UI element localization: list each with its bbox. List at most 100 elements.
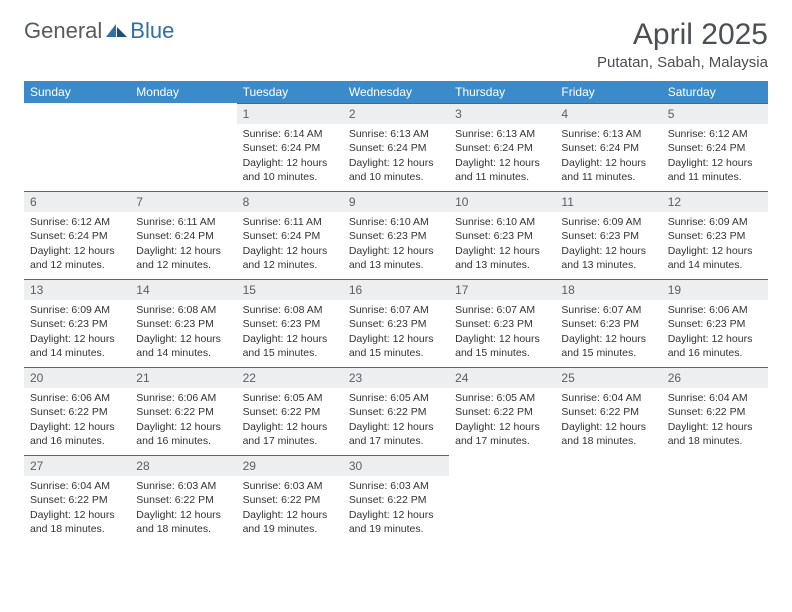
day-body: Sunrise: 6:13 AMSunset: 6:24 PMDaylight:… — [343, 124, 449, 190]
calendar-cell: 14Sunrise: 6:08 AMSunset: 6:23 PMDayligh… — [130, 279, 236, 367]
daylight-line: Daylight: 12 hours and 13 minutes. — [561, 244, 655, 272]
daylight-line: Daylight: 12 hours and 16 minutes. — [30, 420, 124, 448]
weekday-header: Thursday — [449, 81, 555, 103]
day-body: Sunrise: 6:08 AMSunset: 6:23 PMDaylight:… — [237, 300, 343, 366]
calendar-cell: 4Sunrise: 6:13 AMSunset: 6:24 PMDaylight… — [555, 103, 661, 191]
header: General Blue April 2025 Putatan, Sabah, … — [24, 18, 768, 71]
calendar-cell: 30Sunrise: 6:03 AMSunset: 6:22 PMDayligh… — [343, 455, 449, 543]
day-number: 19 — [662, 279, 768, 300]
day-number: 20 — [24, 367, 130, 388]
sunrise-line: Sunrise: 6:05 AM — [349, 391, 443, 405]
sunset-line: Sunset: 6:22 PM — [30, 493, 124, 507]
weekday-header: Saturday — [662, 81, 768, 103]
day-number: 24 — [449, 367, 555, 388]
day-body: Sunrise: 6:09 AMSunset: 6:23 PMDaylight:… — [24, 300, 130, 366]
sunset-line: Sunset: 6:24 PM — [349, 141, 443, 155]
day-number: 26 — [662, 367, 768, 388]
day-body: Sunrise: 6:14 AMSunset: 6:24 PMDaylight:… — [237, 124, 343, 190]
day-body: Sunrise: 6:11 AMSunset: 6:24 PMDaylight:… — [237, 212, 343, 278]
day-body: Sunrise: 6:06 AMSunset: 6:22 PMDaylight:… — [24, 388, 130, 454]
daylight-line: Daylight: 12 hours and 16 minutes. — [136, 420, 230, 448]
weekday-header: Sunday — [24, 81, 130, 103]
day-body: Sunrise: 6:07 AMSunset: 6:23 PMDaylight:… — [343, 300, 449, 366]
daylight-line: Daylight: 12 hours and 12 minutes. — [136, 244, 230, 272]
daylight-line: Daylight: 12 hours and 15 minutes. — [349, 332, 443, 360]
title-block: April 2025 Putatan, Sabah, Malaysia — [597, 18, 768, 71]
sunrise-line: Sunrise: 6:13 AM — [349, 127, 443, 141]
day-body: Sunrise: 6:05 AMSunset: 6:22 PMDaylight:… — [449, 388, 555, 454]
sunrise-line: Sunrise: 6:08 AM — [243, 303, 337, 317]
sunset-line: Sunset: 6:23 PM — [455, 317, 549, 331]
weekday-header: Friday — [555, 81, 661, 103]
day-body: Sunrise: 6:13 AMSunset: 6:24 PMDaylight:… — [555, 124, 661, 190]
day-number: 16 — [343, 279, 449, 300]
day-body: Sunrise: 6:11 AMSunset: 6:24 PMDaylight:… — [130, 212, 236, 278]
sunrise-line: Sunrise: 6:06 AM — [668, 303, 762, 317]
sunset-line: Sunset: 6:22 PM — [136, 405, 230, 419]
sunset-line: Sunset: 6:24 PM — [668, 141, 762, 155]
calendar-row: 27Sunrise: 6:04 AMSunset: 6:22 PMDayligh… — [24, 455, 768, 543]
day-number: 3 — [449, 103, 555, 124]
day-body: Sunrise: 6:07 AMSunset: 6:23 PMDaylight:… — [449, 300, 555, 366]
calendar-cell: 17Sunrise: 6:07 AMSunset: 6:23 PMDayligh… — [449, 279, 555, 367]
calendar-cell: 7Sunrise: 6:11 AMSunset: 6:24 PMDaylight… — [130, 191, 236, 279]
day-number: 22 — [237, 367, 343, 388]
sunset-line: Sunset: 6:24 PM — [561, 141, 655, 155]
daylight-line: Daylight: 12 hours and 11 minutes. — [455, 156, 549, 184]
sunset-line: Sunset: 6:22 PM — [243, 405, 337, 419]
sunrise-line: Sunrise: 6:07 AM — [561, 303, 655, 317]
sunset-line: Sunset: 6:24 PM — [455, 141, 549, 155]
calendar-cell: 28Sunrise: 6:03 AMSunset: 6:22 PMDayligh… — [130, 455, 236, 543]
calendar-cell: 13Sunrise: 6:09 AMSunset: 6:23 PMDayligh… — [24, 279, 130, 367]
sunset-line: Sunset: 6:23 PM — [668, 317, 762, 331]
sunrise-line: Sunrise: 6:06 AM — [136, 391, 230, 405]
calendar-cell: 27Sunrise: 6:04 AMSunset: 6:22 PMDayligh… — [24, 455, 130, 543]
sunset-line: Sunset: 6:23 PM — [243, 317, 337, 331]
day-number: 17 — [449, 279, 555, 300]
day-body: Sunrise: 6:07 AMSunset: 6:23 PMDaylight:… — [555, 300, 661, 366]
calendar-cell: 22Sunrise: 6:05 AMSunset: 6:22 PMDayligh… — [237, 367, 343, 455]
daylight-line: Daylight: 12 hours and 15 minutes. — [455, 332, 549, 360]
day-number: 14 — [130, 279, 236, 300]
calendar-cell: 8Sunrise: 6:11 AMSunset: 6:24 PMDaylight… — [237, 191, 343, 279]
day-number: 10 — [449, 191, 555, 212]
day-body: Sunrise: 6:03 AMSunset: 6:22 PMDaylight:… — [130, 476, 236, 542]
calendar-cell — [555, 455, 661, 543]
day-number: 8 — [237, 191, 343, 212]
daylight-line: Daylight: 12 hours and 14 minutes. — [136, 332, 230, 360]
daylight-line: Daylight: 12 hours and 18 minutes. — [561, 420, 655, 448]
sunrise-line: Sunrise: 6:03 AM — [243, 479, 337, 493]
calendar-cell: 18Sunrise: 6:07 AMSunset: 6:23 PMDayligh… — [555, 279, 661, 367]
day-body: Sunrise: 6:03 AMSunset: 6:22 PMDaylight:… — [343, 476, 449, 542]
day-number: 6 — [24, 191, 130, 212]
daylight-line: Daylight: 12 hours and 12 minutes. — [30, 244, 124, 272]
sunset-line: Sunset: 6:23 PM — [136, 317, 230, 331]
day-number: 21 — [130, 367, 236, 388]
day-number: 27 — [24, 455, 130, 476]
sunset-line: Sunset: 6:23 PM — [30, 317, 124, 331]
calendar-row: 20Sunrise: 6:06 AMSunset: 6:22 PMDayligh… — [24, 367, 768, 455]
day-number: 9 — [343, 191, 449, 212]
sunset-line: Sunset: 6:22 PM — [136, 493, 230, 507]
calendar-cell: 15Sunrise: 6:08 AMSunset: 6:23 PMDayligh… — [237, 279, 343, 367]
weekday-header: Tuesday — [237, 81, 343, 103]
day-body: Sunrise: 6:04 AMSunset: 6:22 PMDaylight:… — [662, 388, 768, 454]
calendar-table: SundayMondayTuesdayWednesdayThursdayFrid… — [24, 81, 768, 543]
sunrise-line: Sunrise: 6:03 AM — [349, 479, 443, 493]
daylight-line: Daylight: 12 hours and 10 minutes. — [243, 156, 337, 184]
sunset-line: Sunset: 6:24 PM — [30, 229, 124, 243]
daylight-line: Daylight: 12 hours and 18 minutes. — [668, 420, 762, 448]
sunrise-line: Sunrise: 6:03 AM — [136, 479, 230, 493]
calendar-cell: 9Sunrise: 6:10 AMSunset: 6:23 PMDaylight… — [343, 191, 449, 279]
calendar-cell — [24, 103, 130, 191]
calendar-cell: 6Sunrise: 6:12 AMSunset: 6:24 PMDaylight… — [24, 191, 130, 279]
daylight-line: Daylight: 12 hours and 10 minutes. — [349, 156, 443, 184]
sunset-line: Sunset: 6:23 PM — [561, 229, 655, 243]
sunrise-line: Sunrise: 6:13 AM — [561, 127, 655, 141]
day-number: 12 — [662, 191, 768, 212]
calendar-cell — [662, 455, 768, 543]
day-number: 13 — [24, 279, 130, 300]
day-body: Sunrise: 6:03 AMSunset: 6:22 PMDaylight:… — [237, 476, 343, 542]
calendar-cell: 24Sunrise: 6:05 AMSunset: 6:22 PMDayligh… — [449, 367, 555, 455]
day-body: Sunrise: 6:09 AMSunset: 6:23 PMDaylight:… — [662, 212, 768, 278]
